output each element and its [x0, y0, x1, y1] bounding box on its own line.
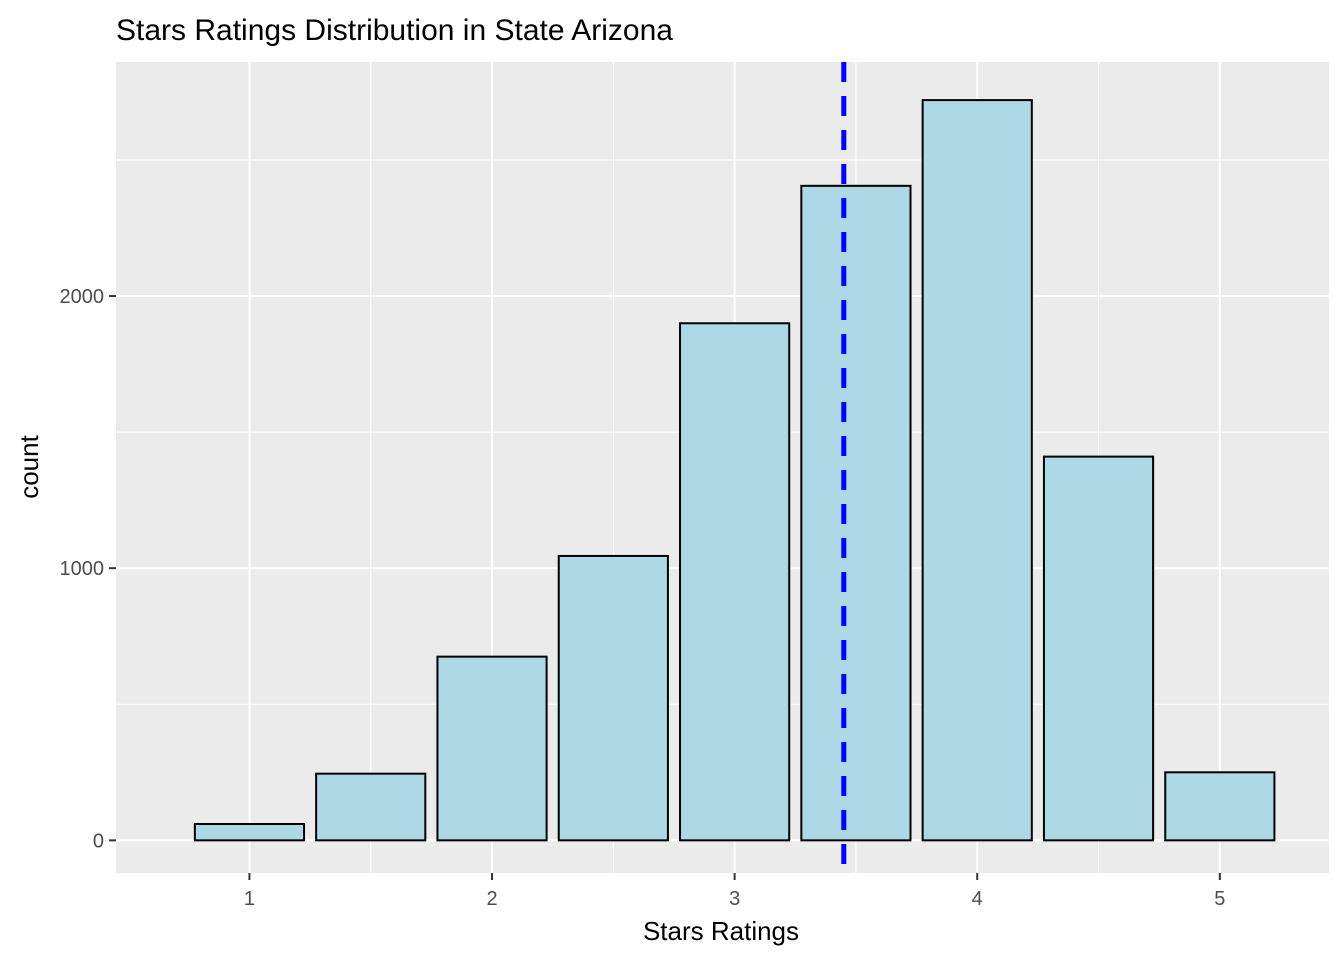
bar — [679, 322, 791, 842]
y-tick-label: 0 — [93, 830, 104, 852]
y-tick-label: 1000 — [60, 558, 105, 580]
y-axis: 0 1000 2000 — [60, 286, 116, 852]
bar — [193, 823, 306, 842]
y-tick-label: 2000 — [60, 286, 105, 308]
chart-title: Stars Ratings Distribution in State Ariz… — [116, 14, 673, 47]
x-tick-label: 2 — [486, 888, 497, 910]
bar — [921, 99, 1033, 842]
bar — [1042, 455, 1155, 842]
x-tick-label: 5 — [1214, 888, 1225, 910]
bar — [436, 655, 548, 842]
x-tick-label: 3 — [729, 888, 740, 910]
x-tick-label: 1 — [244, 888, 255, 910]
x-axis: 1 2 3 4 5 — [244, 873, 1225, 910]
bar — [1164, 771, 1276, 842]
bars — [193, 99, 1276, 842]
bar — [800, 184, 912, 842]
bar — [557, 554, 669, 842]
x-tick-label: 4 — [972, 888, 983, 910]
x-axis-title: Stars Ratings — [643, 916, 799, 946]
bar — [315, 772, 427, 842]
y-axis-title: count — [14, 434, 44, 498]
